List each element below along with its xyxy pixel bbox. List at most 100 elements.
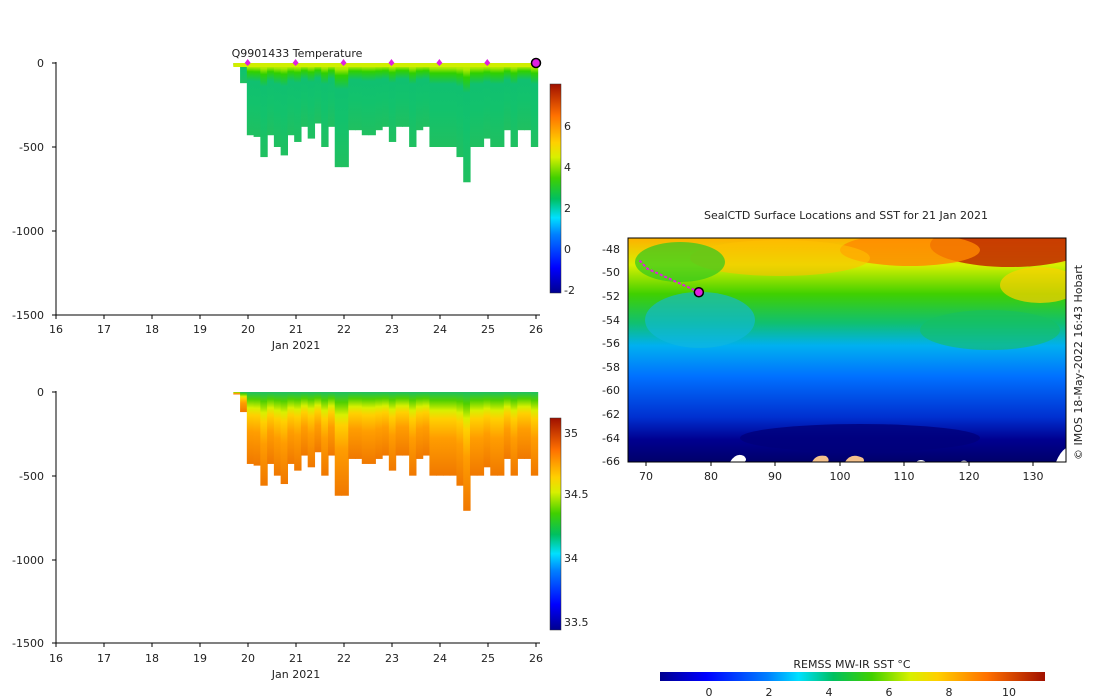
x-tick-label: 23	[385, 323, 399, 336]
colorbar-tick-label: 0	[564, 243, 571, 256]
y-tick-label: -56	[602, 337, 620, 350]
profile-cast	[415, 63, 424, 131]
x-tick-label: 100	[830, 470, 851, 483]
temperature-title: Q9901433 Temperature	[232, 47, 363, 60]
colorbar-tick-label: 4	[564, 161, 571, 174]
y-tick-label: 0	[37, 386, 44, 399]
profile-cast	[334, 392, 343, 496]
profile-cast	[382, 63, 390, 127]
x-tick-label: 18	[145, 652, 159, 665]
y-tick-label: -62	[602, 408, 620, 421]
sst-colorbar-label: REMSS MW-IR SST °C	[793, 658, 911, 671]
cast-markers	[244, 59, 491, 66]
salinity-panel: 16 17 18 19 20 21 22 23 24 25 26 Jan 202…	[12, 386, 588, 681]
profile-cast	[375, 63, 383, 131]
profile-cast	[334, 63, 343, 168]
profile-cast	[415, 392, 424, 459]
track-end-marker	[693, 286, 705, 298]
profile-cast	[240, 392, 248, 413]
profile-cast	[483, 63, 491, 139]
y-tick-label: -52	[602, 290, 620, 303]
cast-marker	[244, 59, 251, 66]
profile-cast	[321, 392, 329, 476]
y-tick-label: -50	[602, 266, 620, 279]
colorbar-tick-label: 6	[564, 120, 571, 133]
last-cast-marker	[530, 57, 542, 69]
salinity-x-ticks: 16 17 18 19 20 21 22 23 24 25 26	[49, 643, 543, 665]
profile-cast	[294, 392, 302, 471]
profile-cast	[348, 63, 356, 131]
profile-cast	[463, 63, 471, 183]
x-tick-label: 22	[337, 323, 351, 336]
profile-cast	[388, 392, 397, 471]
profile-cast	[280, 63, 289, 156]
y-tick-label: -58	[602, 361, 620, 374]
y-tick-label: -500	[19, 141, 44, 154]
profile-cast	[307, 63, 316, 139]
x-tick-label: 20	[241, 323, 255, 336]
sst-map-panel: SealCTD Surface Locations and SST for 21…	[602, 209, 1085, 699]
sst-colorbar: REMSS MW-IR SST °C 0 2 4 6 8 10	[660, 658, 1045, 699]
profile-cast	[355, 63, 363, 131]
profile-cast	[246, 63, 255, 136]
x-tick-label: 80	[704, 470, 718, 483]
profile-cast	[503, 392, 512, 459]
x-tick-label: 24	[433, 323, 447, 336]
profile-cast	[300, 392, 309, 456]
surface-layer	[233, 63, 536, 67]
profile-cast	[395, 63, 403, 127]
profile-cast	[361, 63, 370, 136]
colorbar-tick-label: 0	[706, 686, 713, 699]
profile-cast	[395, 392, 403, 456]
sst-map-y-ticks: -48 -50 -52 -54 -56 -58 -60 -62 -64 -66	[602, 243, 620, 468]
profile-cast	[490, 63, 498, 147]
profile-cast	[287, 63, 295, 136]
x-tick-label: 110	[894, 470, 915, 483]
profile-cast	[402, 63, 410, 127]
cast-marker	[340, 59, 347, 66]
sst-map-title: SealCTD Surface Locations and SST for 21…	[704, 209, 988, 222]
profile-cast	[300, 63, 309, 127]
y-tick-label: -64	[602, 432, 620, 445]
colorbar-tick-label: 10	[1002, 686, 1016, 699]
profile-cast	[449, 63, 458, 147]
profile-cast	[321, 63, 329, 147]
profile-cast	[267, 63, 275, 136]
y-tick-label: -54	[602, 314, 620, 327]
colorbar-tick-label: 33.5	[564, 616, 589, 629]
cast-marker	[292, 59, 299, 66]
profile-cast	[267, 392, 275, 464]
profile-cast	[436, 392, 444, 476]
profile-cast	[348, 392, 356, 459]
profile-cast	[497, 392, 505, 476]
sst-field	[628, 238, 1066, 462]
x-tick-label: 25	[481, 652, 495, 665]
profile-cast	[422, 392, 431, 456]
colorbar-tick-label: 34	[564, 552, 578, 565]
sst-map-x-ticks: 70 80 90 100 110 120 130	[639, 462, 1044, 483]
profile-cast	[280, 392, 289, 485]
profile-cast	[517, 63, 525, 131]
salinity-x-label: Jan 2021	[271, 668, 320, 681]
colorbar-tick-label: 6	[886, 686, 893, 699]
profile-cast	[273, 392, 282, 476]
colorbar-tick-label: 34.5	[564, 488, 589, 501]
profile-cast	[341, 63, 349, 168]
x-tick-label: 24	[433, 652, 447, 665]
x-tick-label: 19	[193, 323, 207, 336]
profile-cast	[307, 392, 316, 468]
y-tick-label: -500	[19, 470, 44, 483]
profile-cast	[260, 392, 268, 486]
salinity-y-ticks: 0 -500 -1000 -1500	[12, 386, 56, 650]
x-tick-label: 130	[1023, 470, 1044, 483]
profile-cast	[510, 392, 518, 476]
profile-cast	[524, 63, 532, 131]
x-tick-label: 25	[481, 323, 495, 336]
profile-cast	[442, 63, 451, 147]
profile-cast	[375, 392, 383, 459]
x-tick-label: 21	[289, 652, 303, 665]
y-tick-label: -1000	[12, 225, 44, 238]
profile-cast	[510, 63, 518, 147]
x-tick-label: 17	[97, 323, 111, 336]
x-tick-label: 22	[337, 652, 351, 665]
